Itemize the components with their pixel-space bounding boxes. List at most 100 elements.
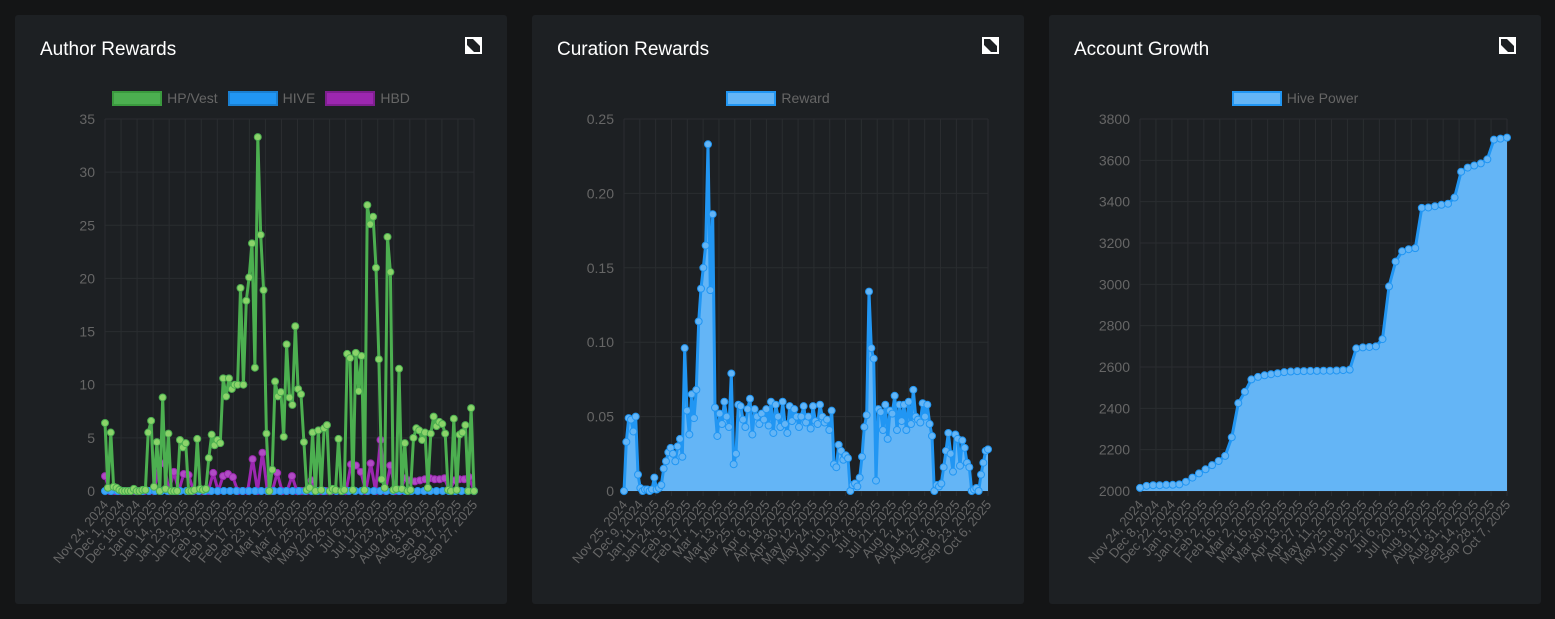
data-point (374, 355, 383, 364)
y-tick-label: 0.05 (587, 409, 614, 425)
data-point (1489, 135, 1498, 144)
data-point (271, 377, 280, 386)
data-point (141, 485, 150, 494)
data-point (888, 409, 897, 418)
legend: Hive Power (1049, 90, 1541, 106)
data-point (622, 437, 631, 446)
data-point (897, 417, 906, 426)
data-point (1312, 366, 1321, 375)
y-tick-label: 2000 (1099, 483, 1130, 499)
legend-item-hbd[interactable]: HBD (325, 90, 410, 106)
y-tick-label: 0 (87, 483, 95, 499)
data-point (629, 427, 638, 436)
data-point (1398, 247, 1407, 256)
data-point (748, 430, 757, 439)
data-point (383, 232, 392, 241)
data-point (883, 434, 892, 443)
data-point (746, 394, 754, 403)
data-point (1319, 366, 1328, 375)
data-point (706, 286, 715, 295)
data-point (371, 263, 380, 272)
data-point (1378, 335, 1387, 344)
data-point (1293, 367, 1302, 376)
data-point (662, 457, 670, 466)
data-point (690, 414, 698, 423)
y-tick-label: 2800 (1099, 318, 1130, 334)
data-point (711, 403, 719, 412)
data-point (1234, 399, 1243, 408)
data-point (236, 283, 245, 292)
data-point (944, 428, 953, 437)
data-point (678, 452, 687, 461)
data-point (228, 473, 237, 482)
y-tick-label: 0.25 (587, 111, 614, 127)
data-point (1326, 366, 1335, 375)
data-point (879, 425, 887, 434)
card-title: Author Rewards (40, 39, 177, 60)
data-point (1273, 369, 1282, 378)
legend-item-hive[interactable]: HIVE (227, 90, 315, 106)
expand-icon[interactable] (982, 37, 999, 54)
data-point (783, 428, 792, 437)
data-point (960, 443, 969, 452)
data-point (366, 459, 375, 468)
data-point (771, 400, 780, 409)
data-point (1162, 480, 1171, 489)
data-point (685, 430, 694, 439)
data-point (1345, 365, 1354, 374)
data-point (268, 465, 277, 474)
legend-item-hive-power[interactable]: Hive Power (1231, 90, 1358, 106)
data-point (441, 429, 450, 438)
data-point (409, 433, 418, 442)
legend-item-reward[interactable]: Reward (726, 90, 830, 106)
series-area (1140, 137, 1507, 491)
data-point (1253, 372, 1262, 381)
account-growth-chart: 2000 2200 2400 2600 2800 3000 3200 3400 3600 3800… (1085, 111, 1513, 567)
data-point (722, 412, 731, 421)
data-point (158, 393, 167, 402)
legend-swatch (227, 90, 278, 106)
legend-swatch (112, 90, 163, 106)
y-tick-label: 0.10 (587, 334, 614, 350)
data-point (1188, 473, 1197, 482)
expand-icon[interactable] (465, 37, 482, 54)
data-point (334, 434, 343, 443)
data-point (750, 405, 759, 414)
data-point (872, 476, 880, 485)
data-point (832, 463, 841, 472)
data-point (1437, 200, 1446, 209)
data-point (400, 439, 409, 448)
data-point (1417, 203, 1426, 212)
data-point (193, 434, 202, 443)
data-point (795, 423, 803, 432)
data-point (348, 485, 357, 494)
data-point (1214, 457, 1223, 466)
data-point (1267, 370, 1276, 379)
data-point (958, 436, 967, 445)
y-tick-label: 3000 (1099, 276, 1130, 292)
data-point (1463, 163, 1472, 172)
data-point (366, 220, 375, 229)
data-point (253, 133, 262, 142)
data-point (363, 201, 372, 210)
data-point (222, 392, 231, 401)
expand-icon[interactable] (1499, 37, 1516, 54)
data-point (921, 412, 929, 421)
data-point (869, 354, 878, 363)
data-point (673, 442, 682, 451)
data-point (377, 475, 386, 484)
data-point (790, 405, 799, 414)
y-tick-label: 2200 (1099, 442, 1130, 458)
data-point (669, 449, 677, 458)
card-title: Account Growth (1074, 39, 1210, 60)
legend-item-hp-vest[interactable]: HP/Vest (112, 90, 218, 106)
data-point (1168, 480, 1177, 489)
data-point (725, 423, 733, 432)
data-point (276, 388, 285, 397)
data-point (258, 448, 267, 457)
data-point (680, 344, 689, 353)
data-point (809, 402, 817, 411)
data-point (769, 428, 778, 437)
data-point (101, 418, 109, 427)
